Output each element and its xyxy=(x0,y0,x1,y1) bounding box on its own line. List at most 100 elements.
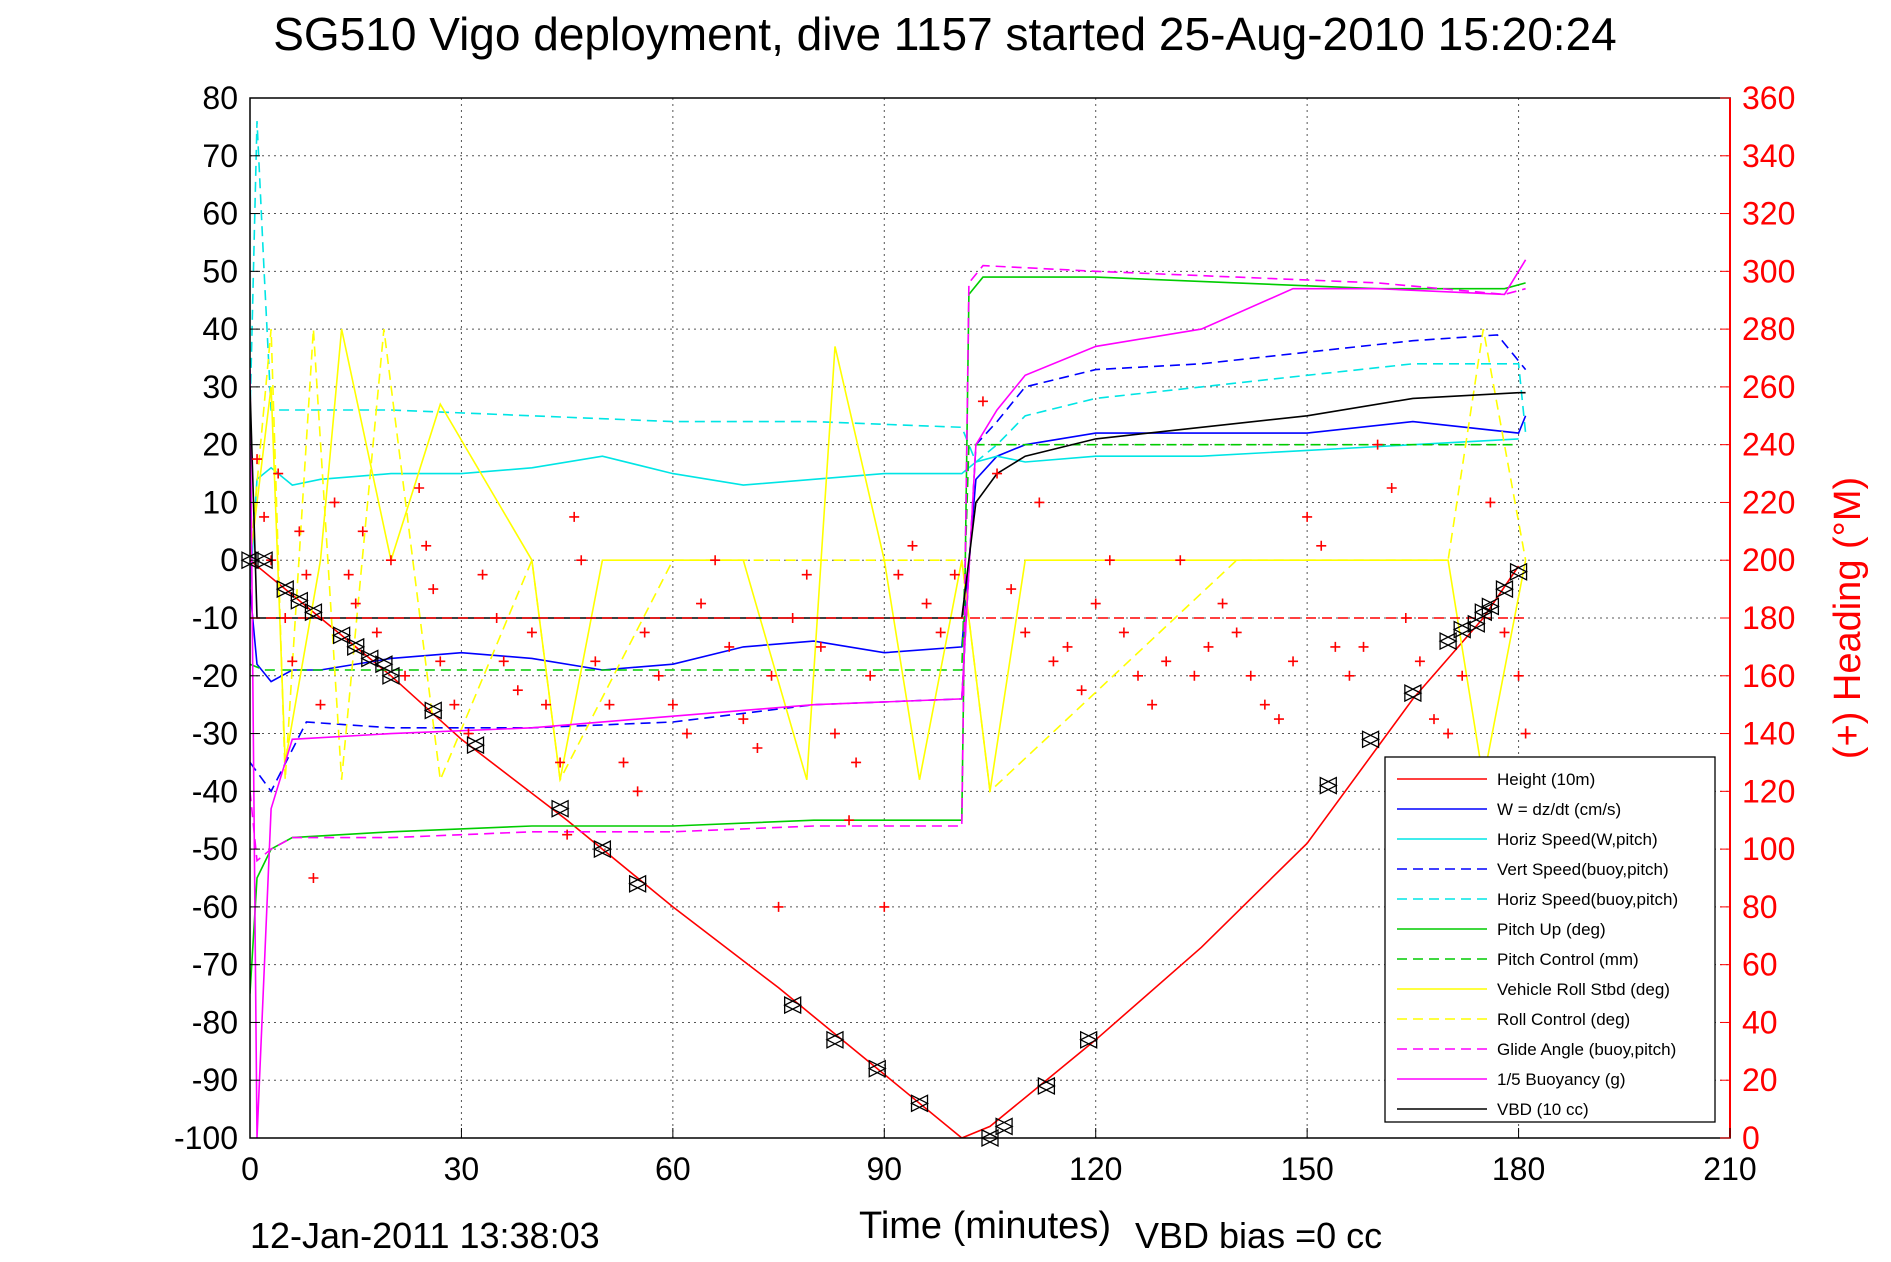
heading-point xyxy=(604,699,615,710)
x-tick-label: 0 xyxy=(241,1151,259,1187)
depth-marker-left xyxy=(1438,632,1457,651)
right-tick-label: 200 xyxy=(1742,542,1795,578)
depth-marker-left xyxy=(1495,580,1514,599)
heading-point xyxy=(1189,670,1200,681)
heading-point xyxy=(696,598,707,609)
heading-point xyxy=(541,699,551,710)
legend-entry: Roll Control (deg) xyxy=(1497,1010,1630,1029)
heading-point xyxy=(907,540,918,551)
y-tick-label: -20 xyxy=(192,658,238,694)
y-tick-label: 70 xyxy=(202,138,238,174)
heading-point xyxy=(844,815,855,826)
x-axis-ticks: 0 30 60 90 120 150 180 210 xyxy=(241,1128,1757,1187)
footer-timestamp: 12-Jan-2011 13:38:03 xyxy=(250,1215,600,1256)
heading-point xyxy=(1147,699,1158,710)
heading-point xyxy=(1175,555,1186,566)
heading-point xyxy=(1513,670,1524,681)
depth-marker-left xyxy=(994,1117,1013,1136)
heading-point xyxy=(738,714,749,725)
depth-marker-left xyxy=(1036,1076,1056,1096)
depth-marker-left xyxy=(275,580,294,599)
depth-marker-left xyxy=(1452,620,1471,639)
y-tick-label: 80 xyxy=(202,80,238,116)
depth-marker-left xyxy=(360,649,379,668)
heading-point xyxy=(1429,714,1439,725)
heading-point xyxy=(949,569,960,580)
series-layer xyxy=(250,121,1527,1138)
right-tick-label: 280 xyxy=(1742,311,1795,347)
right-tick-label: 100 xyxy=(1742,831,1795,867)
heading-point xyxy=(371,627,382,638)
y-tick-label: 30 xyxy=(202,369,238,405)
legend-entry: Horiz Speed(buoy,pitch) xyxy=(1497,890,1678,909)
right-tick-label: 60 xyxy=(1742,947,1778,983)
right-tick-label: 220 xyxy=(1742,484,1795,520)
y-tick-label: -10 xyxy=(192,600,238,636)
heading-point xyxy=(1344,670,1355,681)
y-tick-label: 40 xyxy=(202,311,238,347)
heading-layer xyxy=(250,396,1531,912)
heading-point xyxy=(1048,656,1059,667)
legend-entry: 1/5 Buoyancy (g) xyxy=(1497,1070,1626,1089)
heading-point xyxy=(935,627,946,638)
heading-point xyxy=(252,454,263,465)
x-tick-label: 60 xyxy=(655,1151,691,1187)
heading-point xyxy=(315,699,326,710)
heading-point xyxy=(653,670,664,681)
heading-point xyxy=(1133,670,1143,681)
heading-point xyxy=(350,598,361,609)
heading-point xyxy=(1386,483,1397,493)
heading-point xyxy=(1330,641,1341,652)
x-tick-label: 180 xyxy=(1492,1151,1545,1187)
heading-point xyxy=(280,613,291,623)
depth-marker-left xyxy=(628,874,647,893)
series-line-6 xyxy=(250,276,1526,994)
series-line-10 xyxy=(250,264,1526,863)
heading-point xyxy=(1259,699,1270,710)
depth-marker-left xyxy=(466,736,485,755)
heading-point xyxy=(1499,627,1510,638)
heading-point xyxy=(752,743,763,753)
series-line-11 xyxy=(250,259,1527,1138)
right-tick-label: 20 xyxy=(1742,1062,1778,1098)
right-tick-label: 80 xyxy=(1742,889,1778,925)
heading-point xyxy=(569,511,580,522)
legend-entry: Horiz Speed(W,pitch) xyxy=(1497,830,1658,849)
heading-point xyxy=(618,757,629,768)
heading-point xyxy=(1034,497,1045,508)
legend-entry: W = dz/dt (cm/s) xyxy=(1497,800,1621,819)
y-tick-label: 20 xyxy=(202,427,238,463)
depth-marker-left xyxy=(303,603,323,622)
depth-marker-left xyxy=(825,1030,844,1049)
heading-point xyxy=(667,699,678,710)
depth-marker-left xyxy=(1403,684,1422,703)
heading-point xyxy=(329,497,340,508)
heading-point xyxy=(921,598,932,609)
legend-box xyxy=(1384,756,1716,1123)
right-y-axis-ticks: 0 20 40 60 80 100 120 140 160 180 200 220 240 260 280 3… xyxy=(1720,80,1795,1156)
heading-point xyxy=(773,901,784,912)
heading-point xyxy=(294,526,305,537)
heading-point xyxy=(1203,641,1214,652)
heading-point xyxy=(851,757,862,768)
depth-marker-left xyxy=(346,637,365,656)
heading-point xyxy=(400,670,411,681)
heading-point xyxy=(576,555,587,566)
heading-point xyxy=(639,627,650,638)
depth-marker-left xyxy=(1361,730,1380,749)
heading-point xyxy=(879,901,890,912)
y-tick-label: -30 xyxy=(192,716,238,752)
depth-marker-left xyxy=(332,626,351,645)
chart-title: SG510 Vigo deployment, dive 1157 started… xyxy=(273,8,1616,60)
right-tick-label: 0 xyxy=(1742,1120,1760,1156)
heading-point xyxy=(1414,656,1425,667)
x-tick-label: 150 xyxy=(1280,1151,1333,1187)
heading-point xyxy=(1372,439,1383,450)
right-tick-label: 300 xyxy=(1742,253,1795,289)
heading-point xyxy=(343,569,354,580)
y-tick-label: -100 xyxy=(174,1120,238,1156)
y-tick-label: 0 xyxy=(220,542,238,578)
legend: Height (10m) W = dz/dt (cm/s) Horiz Speed(… xyxy=(1384,756,1716,1123)
depth-marker-right xyxy=(1319,776,1338,795)
